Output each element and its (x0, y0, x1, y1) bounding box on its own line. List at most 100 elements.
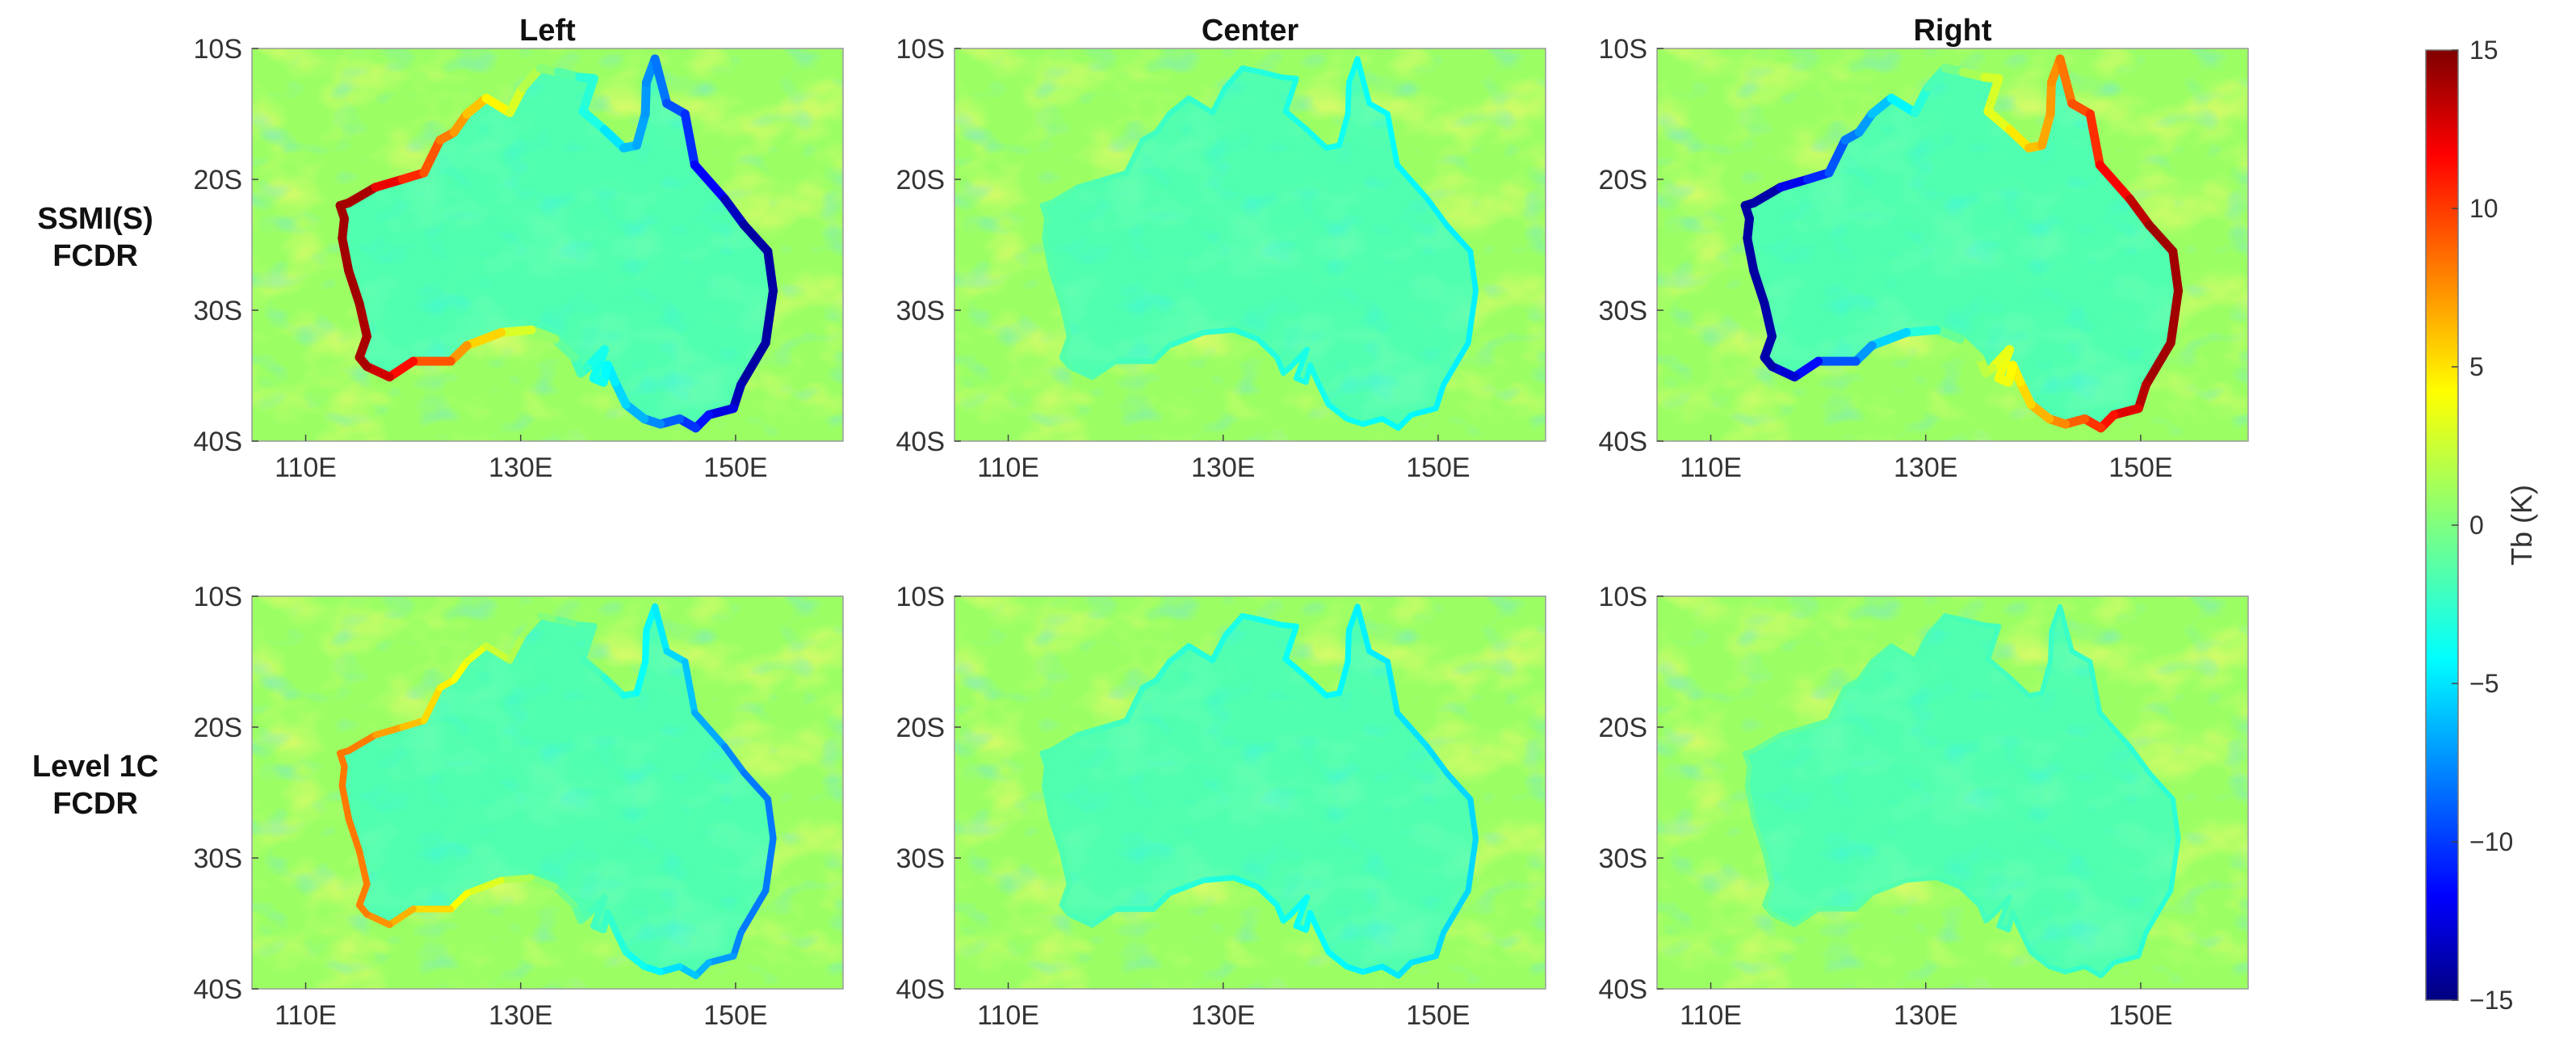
coast-anomaly-segment (1867, 328, 1911, 351)
coast-anomaly-segment (1042, 235, 1055, 274)
coast-anomaly-segment (1842, 677, 1862, 691)
coast-anomaly-segment (1345, 79, 1352, 117)
coast-anomaly-segment (1441, 340, 1471, 388)
colorbar-tick-label: 5 (2469, 352, 2484, 381)
column-title-center: Center (1202, 14, 1299, 48)
y-tick-label: 40S (896, 974, 946, 1005)
coast-anomaly-segment (1039, 202, 1050, 222)
coast-anomaly-segment (506, 632, 527, 664)
y-tick-label: 10S (896, 582, 946, 612)
coast-anomaly-segment (650, 54, 672, 108)
coast-anomaly-segment (1166, 643, 1192, 665)
coast-anomaly-segment (1433, 929, 1447, 960)
coast-anomaly-segment (447, 889, 471, 913)
coast-anomaly-segment (1424, 196, 1450, 229)
coast-anomaly-segment (1743, 233, 1759, 275)
coast-anomaly-segment (1467, 796, 1479, 842)
coast-anomaly-segment (1286, 347, 1310, 371)
coast-anomaly-segment (1303, 674, 1330, 699)
coast-anomaly-segment (355, 299, 371, 341)
coast-anomaly-segment (737, 887, 770, 936)
panel-frame (251, 595, 844, 990)
coast-anomaly-segment (740, 769, 771, 803)
coast-anomaly-segment (345, 815, 363, 856)
coast-anomaly-segment (1983, 74, 2003, 116)
coast-anomaly-segment (740, 221, 773, 256)
y-tick-label: 20S (194, 165, 243, 196)
coast-anomaly-segment (2048, 628, 2054, 665)
coast-anomaly-segment (584, 894, 608, 919)
y-tick-label: 40S (1599, 974, 1648, 1005)
coast-anomaly-segment (519, 612, 543, 639)
coast-anomaly-segment (1749, 183, 1785, 208)
coast-anomaly-segment (651, 603, 670, 655)
coast-anomaly-segment (1910, 83, 1932, 117)
x-tick-label: 130E (489, 1000, 552, 1031)
coast-anomaly-segment (464, 877, 505, 897)
coast-anomaly-segment (1042, 216, 1050, 242)
coast-anomaly-segment (1744, 763, 1752, 789)
coast-anomaly-segment (2028, 949, 2052, 969)
coast-anomaly-segment (640, 78, 651, 119)
y-tick-label: 40S (194, 974, 243, 1005)
coast-anomaly-segment (721, 743, 748, 776)
coast-anomaly-segment (1394, 709, 1431, 750)
coast-anomaly-segment (762, 835, 777, 894)
coast-anomaly-segment (1325, 949, 1350, 970)
coast-anomaly-segment (691, 709, 728, 751)
coast-anomaly-segment (601, 674, 627, 700)
coast-anomaly-segment (2127, 744, 2152, 776)
coast-anomaly-segment (481, 94, 514, 117)
x-tick-label: 150E (2108, 452, 2172, 483)
coast-anomaly-segment (552, 883, 578, 909)
panel-frame (251, 48, 844, 442)
coast-anomaly-segment (1166, 330, 1207, 349)
coast-anomaly-segment (611, 926, 630, 956)
row-label-line: FCDR (52, 239, 138, 273)
x-tick-label: 130E (489, 452, 552, 483)
coast-anomaly-segment (1344, 416, 1366, 427)
coast-anomaly-segment (419, 135, 445, 178)
coast-anomaly-segment (555, 616, 584, 629)
land-mass (1043, 59, 1476, 428)
x-tick-label: 150E (1406, 1000, 1470, 1031)
coast-anomaly-segment (1304, 127, 1329, 151)
coast-anomaly-segment (2087, 658, 2103, 716)
coast-anomaly-segment (1942, 613, 1966, 623)
coast-anomaly-segment (2046, 964, 2068, 974)
coast-anomaly-segment (527, 874, 559, 890)
coast-anomaly-segment (1075, 176, 1108, 191)
coast-anomaly-segment (1983, 107, 2015, 134)
panel-r2-center: 10S 20S 30S 40S 110E 130E 150E (896, 582, 1546, 1031)
coast-anomaly-segment (336, 750, 348, 770)
coast-anomaly-segment (1749, 266, 1769, 309)
coast-anomaly-segment (2062, 964, 2087, 974)
colorbar-tick-label: −10 (2469, 827, 2513, 856)
coast-anomaly-segment (451, 658, 471, 683)
coast-anomaly-segment (1465, 288, 1479, 346)
y-tick-label: 40S (194, 427, 243, 457)
coast-anomaly-segment (1408, 406, 1439, 418)
coast-anomaly-segment (1360, 963, 1386, 975)
coast-anomaly-segment (1303, 362, 1313, 385)
coast-anomaly-segment (2098, 960, 2117, 978)
coast-anomaly-segment (1345, 627, 1352, 665)
y-tick-label: 20S (896, 165, 946, 196)
coast-anomaly-segment (1889, 643, 1918, 663)
coast-anomaly-segment (641, 626, 650, 666)
coast-anomaly-segment (2142, 339, 2175, 389)
coast-anomaly-segment (345, 731, 380, 755)
column-title-right: Right (1913, 14, 1991, 48)
coast-anomaly-segment (1336, 658, 1351, 696)
coast-anomaly-segment (1315, 379, 1332, 408)
x-tick-label: 110E (275, 1000, 337, 1031)
coast-anomaly-segment (1153, 111, 1173, 136)
coast-anomaly-segment (578, 74, 598, 116)
coast-anomaly-segment (355, 881, 371, 909)
coast-anomaly-segment (720, 194, 749, 230)
coast-anomaly-segment (682, 658, 699, 717)
coast-anomaly-segment (1185, 643, 1215, 663)
coast-anomaly-segment (1433, 381, 1446, 411)
coast-anomaly-segment (2069, 649, 2093, 665)
